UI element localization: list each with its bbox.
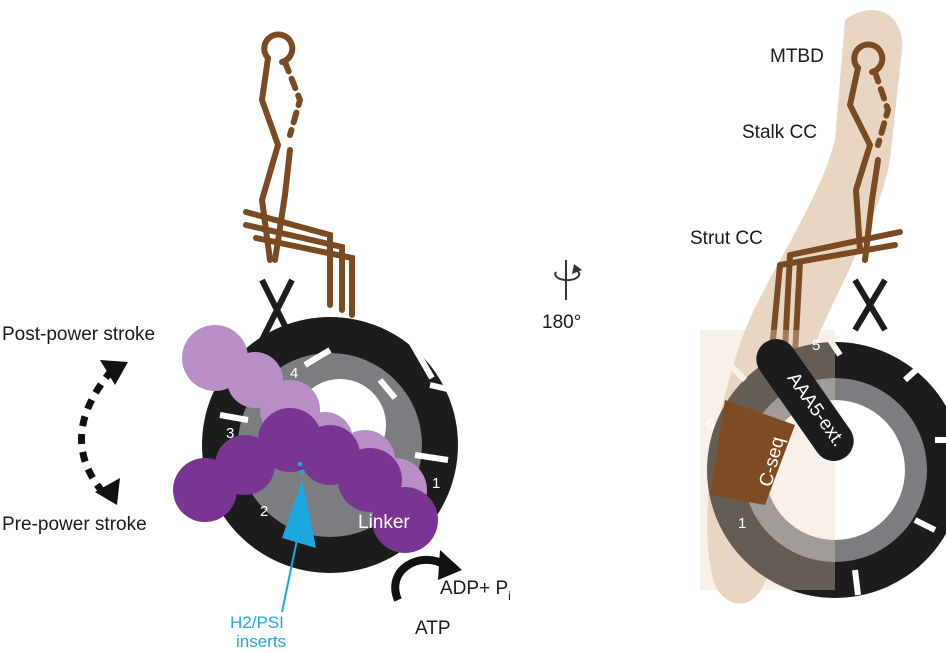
h2-psi-insert [281,462,316,613]
aaa-number-1: 1 [432,475,440,492]
h2-psi-label: H2/PSI [230,613,284,632]
right-crossed-strands [852,278,888,332]
aaa-number-3: 3 [226,425,234,442]
atp-adp-arrow [391,550,462,602]
strut-cc-label: Strut CC [690,228,763,249]
left-mtbd-loop [261,31,296,65]
left-motor: 1 2 3 4 Linker Post-power stroke Pre-pow… [2,31,511,651]
pre-power-stroke-label: Pre-power stroke [2,514,147,535]
adp-pi-label: ADP+ Pi [440,578,511,603]
aaa-number-5: 5 [812,337,820,354]
mtbd-label: MTBD [770,46,824,67]
rotation-indicator: 180° [542,260,582,333]
aaa-number-6: 6 [706,415,714,432]
aaa-number-1-right: 1 [738,515,746,532]
right-stalk [769,41,903,358]
aaa-number-4: 4 [290,365,298,382]
right-motor: AAA5-ext. C-seq 5 6 1 MTBD Stalk CC Stru… [690,10,946,604]
right-mtbd-loop [851,41,886,75]
linker-pre-power [173,408,438,553]
left-stalk [243,31,355,318]
post-power-stroke-label: Post-power stroke [2,324,155,345]
stalk-cc-label: Stalk CC [742,122,817,143]
linker-label: Linker [358,512,410,533]
aaa-number-2: 2 [260,503,268,520]
power-stroke-arrow [78,360,128,505]
atp-label: ATP [415,618,451,639]
inserts-label: inserts [236,632,286,651]
rotation-label: 180° [542,312,581,333]
